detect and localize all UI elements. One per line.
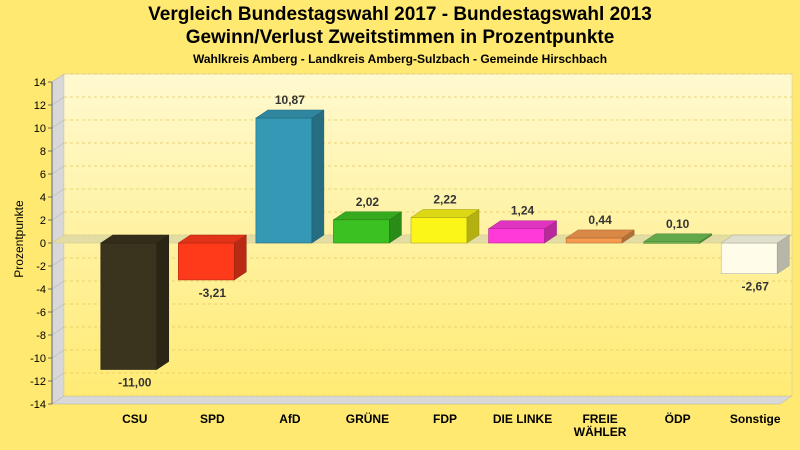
bar-front [100,242,158,370]
x-tick-label: FDP [433,412,457,426]
x-tick-label: CSU [122,412,147,426]
y-tick-label: 6 [40,169,46,181]
bar-value-label: 2,02 [356,195,380,209]
bar [332,211,403,244]
gridline-wall [51,303,65,313]
chart-title-line2: Gewinn/Verlust Zweitstimmen in Prozentpu… [185,27,615,48]
bar-top [410,209,480,218]
bar-front [565,237,623,244]
y-tick-label: -2 [36,261,46,273]
gridline-wall [51,211,65,221]
bar-top [487,220,558,229]
gridline-wall [51,395,65,405]
bar-top [565,229,635,239]
gridline-wall [51,326,65,336]
bar [255,109,325,244]
bar-top [177,234,248,244]
bar [99,234,170,370]
bar-front [410,217,468,244]
x-tick-label: WÄHLER [574,424,627,439]
bar-value-label: 0,10 [666,217,690,231]
bar-top [642,233,713,243]
y-tick-label: -10 [30,353,46,365]
bar-front [333,219,390,244]
chart-subtitle: Wahlkreis Amberg - Landkreis Amberg-Sulz… [192,52,608,66]
y-tick-label: -14 [30,399,46,411]
x-tick-label: Sonstige [730,412,781,426]
bar-top [255,109,325,119]
bar [410,209,480,244]
y-tick-label: -4 [36,284,46,296]
y-tick-label: -6 [36,307,46,319]
y-tick-label: 14 [34,77,46,89]
y-tick-label: 8 [40,146,46,158]
bar-top [720,234,791,244]
bar [565,229,635,244]
floor [51,395,793,405]
x-tick-label: DIE LINKE [493,412,552,426]
chart-title-line1: Vergleich Bundestagswahl 2017 - Bundesta… [148,4,652,25]
bar-value-label: 1,24 [511,204,535,218]
bar-front [488,228,545,244]
bar-side [156,234,170,370]
gridline-wall [51,188,65,198]
bar-value-label: -3,21 [199,286,227,300]
bar-value-label: 0,44 [588,213,612,227]
gridline-wall [51,96,65,106]
gridline-wall [51,372,65,382]
y-tick-label: 2 [40,215,46,227]
bar-top [332,211,403,221]
bar-front [720,242,778,275]
x-tick-label: SPD [200,412,225,426]
bar [720,234,791,275]
bar-value-label: 10,87 [275,93,305,107]
y-tick-label: 4 [40,192,46,204]
bar [177,234,248,281]
gridline-wall [51,280,65,290]
x-tick-label: AfD [279,412,301,426]
gridline-wall [51,165,65,175]
gridline-wall [51,257,65,267]
x-tick-label: FREIE [582,412,617,426]
y-tick-label: 0 [40,238,46,250]
bar-top [99,234,170,244]
bar [642,233,713,244]
gridline-wall [51,119,65,129]
x-tick-label: ÖDP [665,411,691,426]
bar-value-label: 2,22 [433,192,457,206]
gridline-wall [51,349,65,359]
bar-value-label: -2,67 [742,280,770,294]
y-tick-label: -8 [36,330,46,342]
x-tick-label: GRÜNE [346,411,389,426]
y-tick-label: -12 [30,376,46,388]
gridline-wall [51,142,65,152]
y-tick-label: 10 [34,123,46,135]
bar [487,220,558,244]
bar-value-label: -11,00 [118,376,152,390]
bar-front [255,117,313,244]
bar-side [311,109,325,244]
gridline-wall [51,73,65,83]
bar-front [178,242,235,281]
y-tick-label: 12 [34,100,46,112]
